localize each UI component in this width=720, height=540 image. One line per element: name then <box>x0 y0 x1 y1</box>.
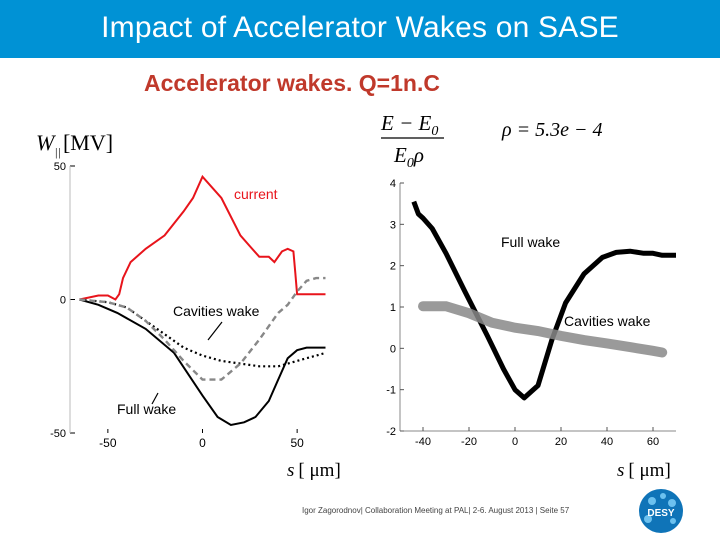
left-annotation-current: current <box>234 186 278 202</box>
right-xtick-label: 0 <box>512 436 518 448</box>
right-annotation-cavities: Cavities wake <box>564 313 651 329</box>
logo-dot-3 <box>668 499 676 507</box>
left-ylabel-main: W <box>36 130 56 155</box>
logo-dot-5 <box>670 518 676 524</box>
right-xlabel-unit: [ μm] <box>628 460 670 481</box>
right-ytick-label: -2 <box>386 426 396 438</box>
left-full-pointer <box>151 392 159 405</box>
right-xtick-label: -20 <box>461 436 477 448</box>
slide-subtitle: Accelerator wakes. Q=1n.C <box>144 70 440 96</box>
svg-text:W||[MV]: W||[MV] <box>36 130 113 159</box>
left-annotation-full: Full wake <box>117 401 176 417</box>
left-ylabel-unit: [MV] <box>63 130 113 155</box>
title-bar: Impact of Accelerator Wakes on SASE <box>0 0 720 58</box>
left-annotation-cavities: Cavities wake <box>173 303 260 319</box>
right-xlabel-var: s <box>617 460 624 481</box>
left-ytick-label: 0 <box>60 295 66 307</box>
svg-text:s[ μm]: s[ μm] <box>617 460 671 481</box>
right-xtick-label: 40 <box>601 436 613 448</box>
slide-title: Impact of Accelerator Wakes on SASE <box>101 11 619 44</box>
logo-dot-4 <box>644 515 652 523</box>
left-ytick-label: 50 <box>54 161 66 173</box>
svg-text:s[ μm]: s[ μm] <box>287 460 341 481</box>
logo-text: DESY <box>647 508 675 519</box>
right-series-full <box>411 200 676 401</box>
right-series-cavities <box>418 301 668 358</box>
desy-logo: DESY <box>639 489 683 533</box>
left-cavities-pointer <box>207 321 223 341</box>
right-ytick-label: 0 <box>390 343 396 355</box>
right-annotation-full: Full wake <box>501 234 560 250</box>
left-xlabel-var: s <box>287 460 294 481</box>
left-series-full <box>79 298 326 427</box>
left-xlabel-unit: [ μm] <box>298 460 340 481</box>
right-ytick-label: 1 <box>390 302 396 314</box>
left-series-current <box>79 174 326 301</box>
right-xtick-label: 20 <box>555 436 567 448</box>
slide-footer: Igor Zagorodnov| Collaboration Meeting a… <box>302 506 570 515</box>
left-xtick-label: -50 <box>99 436 117 450</box>
right-xtick-label: -40 <box>415 436 431 448</box>
logo-dot-1 <box>648 497 656 505</box>
left-xtick-label: 50 <box>290 436 304 450</box>
logo-dot-2 <box>660 493 666 499</box>
right-ytick-label: -1 <box>386 385 396 397</box>
left-ytick-label: -50 <box>50 428 66 440</box>
right-xtick-label: 60 <box>647 436 659 448</box>
right-ytick-label: 3 <box>390 219 396 231</box>
left-ylabel-sub: || <box>54 145 61 159</box>
right-ytick-label: 4 <box>390 178 396 190</box>
left-xtick-label: 0 <box>199 436 206 450</box>
left-series-cavities-scaled <box>79 276 326 381</box>
right-ytick-label: 2 <box>390 261 396 273</box>
